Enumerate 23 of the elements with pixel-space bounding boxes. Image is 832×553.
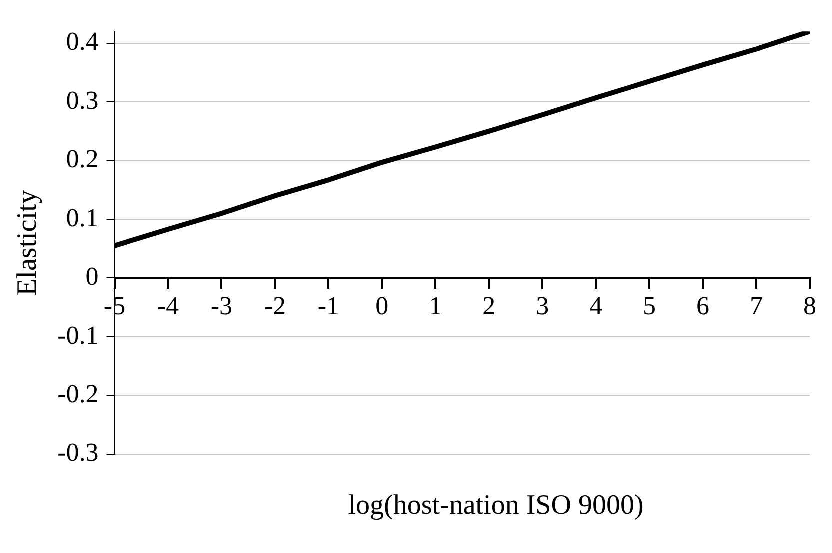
x-tick-label: -4 — [157, 292, 180, 321]
x-tick-label: 7 — [750, 292, 764, 321]
x-tick-label: 2 — [482, 292, 496, 321]
x-tick-label: 5 — [643, 292, 656, 321]
x-tick-label: 3 — [536, 292, 550, 321]
x-tick-label: 1 — [429, 292, 442, 321]
y-tick-label: -0.1 — [58, 320, 99, 350]
x-tick-label: 0 — [376, 292, 389, 321]
y-tick-label: 0 — [86, 262, 99, 292]
y-axis-title: Elasticity — [12, 190, 44, 296]
x-tick-label: 4 — [590, 292, 603, 321]
y-tick-label: -0.3 — [58, 438, 99, 468]
x-tick-label: 6 — [696, 292, 710, 321]
x-tick-label: -3 — [210, 292, 233, 321]
x-tick-label: -1 — [318, 292, 340, 321]
y-tick-label: -0.2 — [58, 380, 99, 409]
x-axis-title: log(host-nation ISO 9000) — [347, 490, 645, 522]
y-tick-label: 0.4 — [66, 27, 99, 56]
y-tick-label: 0.2 — [66, 144, 99, 174]
x-tick-label: -2 — [264, 292, 286, 321]
x-tick-label: 8 — [804, 292, 816, 321]
y-tick-label: 0.1 — [66, 203, 99, 232]
y-tick-label: 0.3 — [66, 86, 99, 115]
